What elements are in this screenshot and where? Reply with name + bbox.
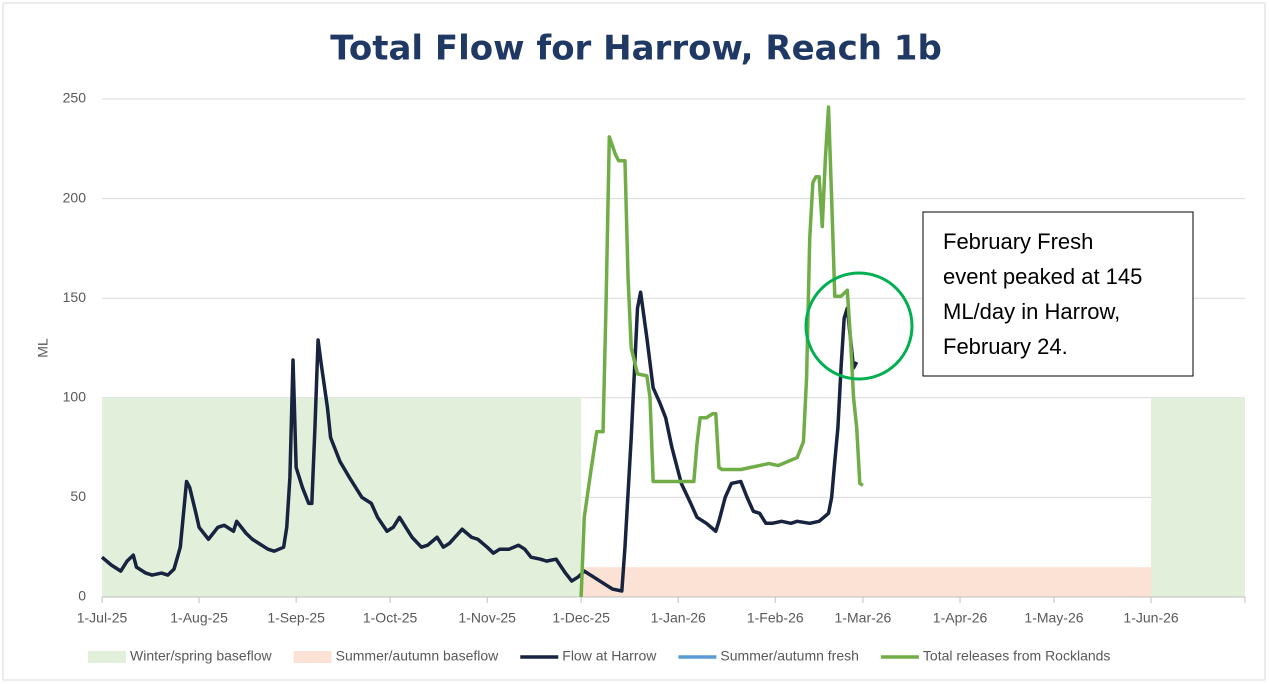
y-tick-label: 250 <box>63 90 87 106</box>
legend-swatch <box>88 651 126 663</box>
x-tick-label: 1-Mar-26 <box>835 610 892 626</box>
x-tick-label: 1-Apr-26 <box>933 610 988 626</box>
x-tick-label: 1-Jun-26 <box>1123 610 1178 626</box>
y-tick-label: 150 <box>63 289 87 305</box>
x-tick-label: 1-Feb-26 <box>747 610 804 626</box>
legend-label: Summer/autumn baseflow <box>336 648 500 664</box>
area <box>102 397 582 597</box>
legend-label: Summer/autumn fresh <box>720 648 859 664</box>
legend-label: Total releases from Rocklands <box>923 648 1111 664</box>
highlight-circle <box>804 271 914 381</box>
annotation-line: event peaked at 145 <box>943 264 1142 289</box>
x-tick-label: 1-Sep-25 <box>267 610 325 626</box>
annotation-line: February Fresh <box>943 229 1093 254</box>
x-tick-label: 1-Nov-25 <box>458 610 516 626</box>
y-tick-label: 100 <box>63 389 87 405</box>
y-tick-label: 50 <box>70 488 86 504</box>
legend: Winter/spring baseflow Summer/autumn base… <box>88 648 1110 664</box>
area <box>581 567 1152 597</box>
legend-label: Flow at Harrow <box>562 648 657 664</box>
line <box>579 105 864 598</box>
x-tick-label: 1-Oct-25 <box>363 610 418 626</box>
x-tick-label: 1-Jan-26 <box>651 610 706 626</box>
annotation: February Fresh event peaked at 145 ML/day … <box>943 229 1142 359</box>
line <box>100 290 859 593</box>
annotation-box <box>922 211 1194 377</box>
x-tick-label: 1-May-26 <box>1024 610 1083 626</box>
y-tick-label: 200 <box>63 189 87 205</box>
legend-label: Winter/spring baseflow <box>130 648 273 664</box>
x-tick-label: 1-Aug-25 <box>170 610 228 626</box>
plot-area: 0 50 100 150 200 250 1-Jul-25 1-Aug-25 1-Sep-25 1… <box>63 90 1246 626</box>
y-axis-label: ML <box>35 338 51 358</box>
x-tick-label: 1-Jul-25 <box>77 610 128 626</box>
x-tick-label: 1-Dec-25 <box>552 610 610 626</box>
chart-title: Total Flow for Harrow, Reach 1b <box>330 29 942 69</box>
area <box>1151 397 1245 597</box>
y-tick-label: 0 <box>78 588 86 604</box>
annotation-line: February 24. <box>943 334 1068 359</box>
annotation-line: ML/day in Harrow, <box>943 299 1120 324</box>
legend-swatch <box>293 651 332 663</box>
